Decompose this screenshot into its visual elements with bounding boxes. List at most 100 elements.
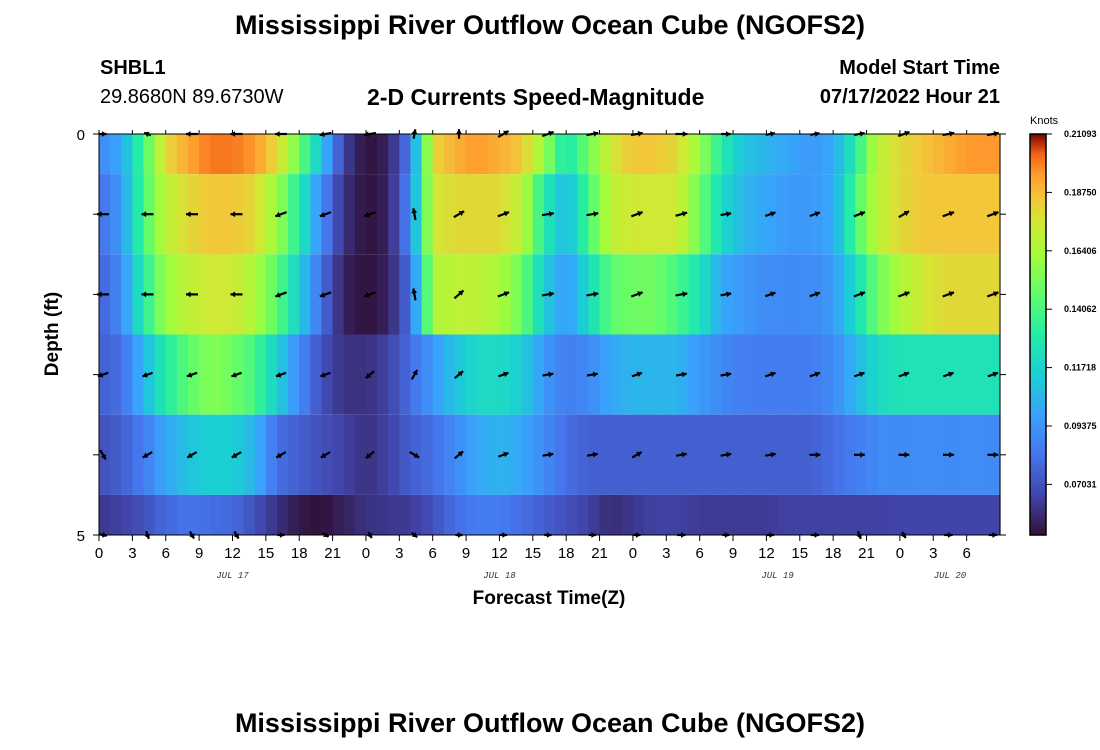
heatmap-cell [955,254,968,335]
heatmap-cell [866,134,879,175]
date-label: JUL 18 [483,571,516,581]
heatmap-cell [432,494,445,535]
arrow-head [770,451,776,458]
colorbar-tick-label: 0.09375 [1064,421,1097,431]
heatmap-cell [844,174,856,255]
heatmap-cell [354,254,367,335]
arrow-head [320,372,326,378]
heatmap-cell [777,174,790,255]
heatmap-cell [833,414,845,495]
heatmap-cell [655,334,667,415]
heatmap-cell [265,414,278,495]
heatmap-cell [822,494,834,535]
heatmap-cell [254,334,267,415]
arrow-head [230,211,236,218]
heatmap-cell [666,414,679,495]
x-tick-label: 3 [395,545,403,562]
heatmap-cell [621,254,634,335]
current-arrow [453,289,465,300]
arrow-head [323,531,329,537]
heatmap-cell [154,334,167,415]
heatmap-cell [143,494,156,535]
heatmap-cell [388,334,400,415]
heatmap-cell [187,494,200,535]
heatmap-cell [121,134,133,175]
arrow-head [230,291,236,298]
heatmap-cell [343,254,356,335]
heatmap-cell [866,334,879,415]
heatmap-cell [110,334,122,415]
heatmap-cell [710,254,723,335]
heatmap-cell [321,494,334,535]
arrow-head [592,451,598,458]
arrow-head [636,371,642,378]
arrow-head [231,452,238,458]
heatmap-cell [488,254,501,335]
heatmap-cell [610,414,623,495]
heatmap-cell [221,414,234,495]
heatmap-cell [354,414,367,495]
heatmap-cell [521,334,534,415]
arrow-head [319,211,326,218]
current-arrow [943,451,954,458]
heatmap-cell [399,174,412,255]
x-tick-label: 6 [695,545,703,562]
heatmap-cell [877,134,890,175]
heatmap-cell [510,334,523,415]
heatmap-cell [532,174,545,255]
heatmap-cell [310,254,323,335]
arrow-head [770,291,776,297]
heatmap-cell [343,414,356,495]
arrow-head [456,129,462,134]
heatmap-cell [254,494,267,535]
heatmap-cell [488,414,501,495]
arrow-head [770,211,776,217]
current-arrow [542,371,554,378]
heatmap-cell [310,134,323,175]
heatmap-cell [555,134,567,175]
heatmap-cell [911,334,923,415]
current-arrow [809,371,821,378]
arrow-head [860,451,865,458]
current-arrow [541,211,554,217]
heatmap-cell [733,174,745,255]
heatmap-cell [288,334,300,415]
heatmap-cell [377,254,389,335]
heatmap-cell [877,494,890,535]
heatmap-cell [299,134,311,175]
heatmap-cell [477,334,489,415]
current-arrow [986,291,999,298]
current-arrow [497,291,510,298]
heatmap-cell [421,174,434,255]
heatmap-cell [599,494,612,535]
heatmap-cell [288,174,300,255]
arrow-head [411,129,418,135]
heatmap-cell [822,414,834,495]
heatmap-cell [877,414,890,495]
heatmap-cell [154,134,167,175]
x-axis-title: Forecast Time(Z) [473,588,626,609]
heatmap-cell [888,174,901,255]
heatmap-cell [755,494,767,535]
arrow-head [458,290,464,296]
heatmap-cell [866,494,879,535]
heatmap-cell [799,134,812,175]
heatmap-cell [165,174,178,255]
arrow-head [233,533,239,539]
heatmap-cell [911,174,923,255]
current-arrow [186,211,198,218]
heatmap-cell [410,254,423,335]
heatmap-cell [632,494,645,535]
heatmap-cell [432,174,445,255]
heatmap-cell [610,494,623,535]
current-arrow [630,211,643,218]
heatmap-cell [332,414,345,495]
arrow-head [682,291,688,298]
arrow-head [770,371,776,378]
heatmap-cell [521,254,534,335]
station-id: SHBL1 [100,57,166,79]
heatmap-cell [199,134,211,175]
arrow-head [592,371,598,378]
current-arrow [186,371,198,378]
heatmap-cell [588,494,601,535]
